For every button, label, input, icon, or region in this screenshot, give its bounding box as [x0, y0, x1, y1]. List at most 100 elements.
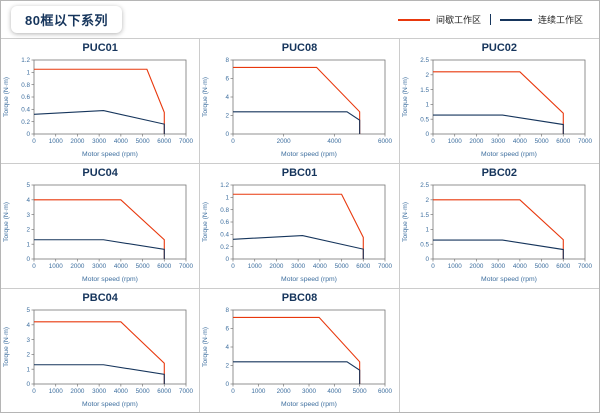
chart-plot-pbc08: 0 1000 2000 3000 4000 5000 6000 0 2 4 6 8 Motor spee…: [202, 307, 393, 408]
x-tick-label: 6000: [378, 388, 393, 395]
x-tick-label: 1000: [49, 138, 64, 145]
x-tick-label: 7000: [179, 388, 194, 395]
x-tick-label: 2000: [71, 388, 86, 395]
chart-title: PUC02: [481, 42, 518, 54]
y-tick-label: 2.5: [421, 57, 430, 64]
x-tick-label: 6000: [378, 138, 393, 145]
y-axis-label: Torque (N·m): [3, 77, 10, 117]
y-tick-label: 0: [27, 256, 31, 263]
x-tick-label: 4000: [513, 138, 528, 145]
y-tick-label: 0.6: [21, 94, 30, 101]
chart-title: PBC08: [281, 292, 318, 304]
chart-plot-puc04: 0 1000 2000 3000 4000 5000 6000 7000 0 1 2 3 4 5 Motor…: [3, 182, 194, 283]
series-line-continuous: [34, 110, 165, 134]
x-axis-label: Motor speed (rpm): [282, 401, 338, 408]
x-tick-label: 5000: [136, 263, 151, 270]
x-tick-label: 6000: [157, 263, 172, 270]
x-tick-label: 3000: [92, 388, 107, 395]
y-tick-label: 1.2: [221, 182, 230, 189]
y-axis-label: Torque (N·m): [202, 327, 209, 367]
y-tick-label: 1: [226, 195, 230, 202]
y-tick-label: 4: [226, 94, 230, 101]
y-tick-label: 0.8: [221, 207, 230, 214]
y-tick-label: 0.6: [221, 219, 230, 226]
x-tick-label: 2000: [277, 138, 292, 145]
series-line-continuous: [233, 361, 361, 384]
y-tick-label: 2: [226, 113, 230, 120]
chart-title: PBC04: [82, 292, 118, 304]
y-tick-label: 6: [226, 76, 230, 83]
x-tick-label: 3000: [491, 138, 506, 145]
x-tick-label: 3000: [92, 263, 107, 270]
series-title: 80框以下系列: [25, 13, 108, 28]
y-tick-label: 1: [27, 366, 31, 373]
x-tick-label: 0: [232, 263, 236, 270]
y-tick-label: 4: [226, 344, 230, 351]
x-tick-label: 0: [232, 388, 236, 395]
y-tick-label: 2: [226, 363, 230, 370]
chart-cell-pbc01: PBC01 0 1000 2000 3000 4000 5000 6000 7000 0 0.2 0.…: [200, 164, 400, 289]
series-line-intermittent: [233, 193, 365, 259]
x-axis-label: Motor speed (rpm): [82, 151, 138, 158]
x-tick-label: 1000: [49, 388, 64, 395]
y-tick-label: 2: [27, 352, 31, 359]
x-tick-label: 4000: [114, 388, 129, 395]
y-tick-label: 2: [426, 197, 430, 204]
x-tick-label: 0: [232, 138, 236, 145]
x-tick-label: 0: [32, 263, 36, 270]
x-tick-label: 0: [32, 138, 36, 145]
x-tick-label: 3000: [302, 388, 317, 395]
legend-label-intermittent: 间歇工作区: [435, 15, 481, 25]
chart-plot-pbc04: 0 1000 2000 3000 4000 5000 6000 7000 0 1 2 3 4 5 Motor…: [3, 307, 194, 408]
y-tick-label: 0.4: [21, 107, 30, 114]
x-tick-label: 6000: [557, 138, 572, 145]
chart-plot-puc01: 0 1000 2000 3000 4000 5000 6000 7000 0 0.2 0.4 0.6 0…: [3, 57, 193, 158]
x-tick-label: 2000: [71, 138, 86, 145]
legend: 间歇工作区 连续工作区: [397, 13, 583, 26]
x-tick-label: 7000: [179, 263, 194, 270]
y-axis-label: Torque (N·m): [202, 202, 209, 242]
x-tick-label: 4000: [513, 263, 528, 270]
x-tick-label: 7000: [578, 138, 593, 145]
x-axis-label: Motor speed (rpm): [82, 401, 138, 408]
plot-frame: [33, 184, 187, 260]
intermittent-zone-line-icon: [397, 18, 430, 21]
series-line-continuous: [233, 111, 361, 134]
series-line-intermittent: [34, 68, 165, 134]
y-tick-label: 1.2: [21, 57, 30, 64]
plot-frame: [233, 59, 386, 135]
plot-frame: [33, 309, 187, 385]
y-tick-label: 0: [426, 131, 430, 138]
x-tick-label: 2000: [470, 138, 485, 145]
y-tick-label: 0.5: [421, 116, 430, 123]
series-line-continuous: [233, 235, 365, 259]
y-axis-label: Torque (N·m): [3, 202, 10, 242]
x-tick-label: 4000: [114, 263, 129, 270]
chart-title: PUC01: [82, 42, 118, 54]
y-tick-label: 2: [27, 227, 31, 234]
x-tick-label: 6000: [157, 388, 172, 395]
y-tick-label: 1.5: [421, 212, 430, 219]
chart-cell-pbc02: PBC02 0 1000 2000 3000 4000 5000 6000 7000 0 0.5 1 1…: [399, 164, 599, 289]
x-axis-label: Motor speed (rpm): [282, 151, 338, 158]
x-axis-label: Motor speed (rpm): [82, 276, 138, 283]
y-tick-label: 5: [27, 307, 31, 314]
x-tick-label: 4000: [328, 388, 343, 395]
y-axis-label: Torque (N·m): [402, 77, 409, 117]
chart-cell-puc02: PUC02 0 1000 2000 3000 4000 5000 6000 7000 0 0.5 1 1…: [399, 39, 599, 164]
charts-grid: PUC01 0 1000 2000 3000 4000 5000 6000 7000 0 0.2 0.…: [1, 38, 599, 412]
y-tick-label: 8: [226, 307, 230, 314]
x-tick-label: 3000: [92, 138, 107, 145]
x-tick-label: 0: [32, 388, 36, 395]
y-axis-label: Torque (N·m): [202, 77, 209, 117]
y-tick-label: 0.8: [21, 82, 30, 89]
x-tick-label: 5000: [535, 263, 550, 270]
series-line-continuous: [433, 239, 565, 259]
continuous-zone-line-icon: [499, 18, 532, 21]
x-tick-label: 5000: [335, 263, 350, 270]
chart-plot-puc02: 0 1000 2000 3000 4000 5000 6000 7000 0 0.5 1 1.5 2 2.…: [402, 57, 593, 158]
plot-frame: [233, 309, 386, 385]
y-tick-label: 2: [426, 72, 430, 79]
y-tick-label: 3: [27, 337, 31, 344]
